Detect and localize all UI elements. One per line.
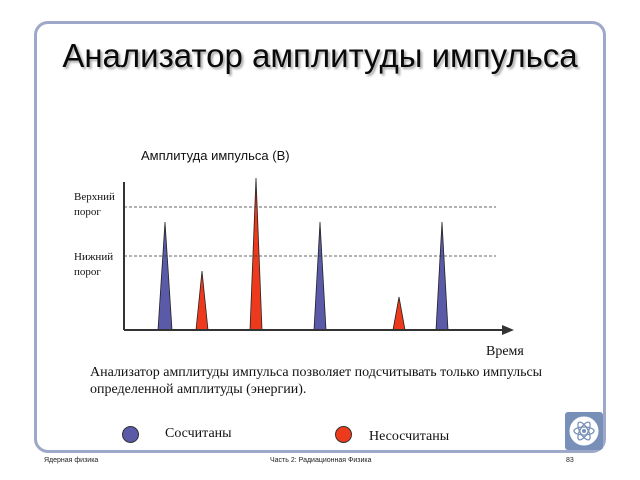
logo [565,412,603,450]
footer-course: Ядерная физика [44,457,99,464]
pulse-5-not-counted [392,296,406,331]
lower-threshold-label: Нижний порог [74,251,114,278]
footer-page-number: 83 [566,457,574,464]
slide-title: Анализатор амплитуды импульса [62,37,578,74]
legend-counted-label: Сосчитаны [165,426,232,441]
pulse-1-counted [157,221,173,331]
y-axis-title: Амплитуда импульса (В) [141,148,290,163]
legend-not-counted-label: Несосчитаны [369,429,450,444]
footer-part: Часть 2: Радиационная Физика [270,457,372,464]
x-axis-title: Время [486,344,524,359]
pulse-4-counted [313,221,327,331]
upper-threshold-label: Верхний порог [74,191,115,218]
x-axis-arrow [502,325,514,335]
pulse-3-not-counted [249,177,263,331]
description-text: Анализатор амплитуды импульса позволяет … [90,365,543,397]
legend-counted-marker [122,426,139,443]
legend-not-counted-marker [335,426,352,443]
pulse-6-counted [435,221,449,331]
pulse-2-not-counted [195,270,209,331]
